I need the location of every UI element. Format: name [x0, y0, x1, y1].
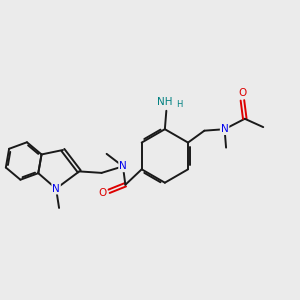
Text: O: O [98, 188, 106, 198]
Text: O: O [238, 88, 247, 98]
Text: N: N [52, 184, 60, 194]
Text: N: N [119, 161, 127, 171]
Text: NH: NH [157, 98, 172, 107]
Text: H: H [176, 100, 182, 109]
Text: N: N [221, 124, 229, 134]
